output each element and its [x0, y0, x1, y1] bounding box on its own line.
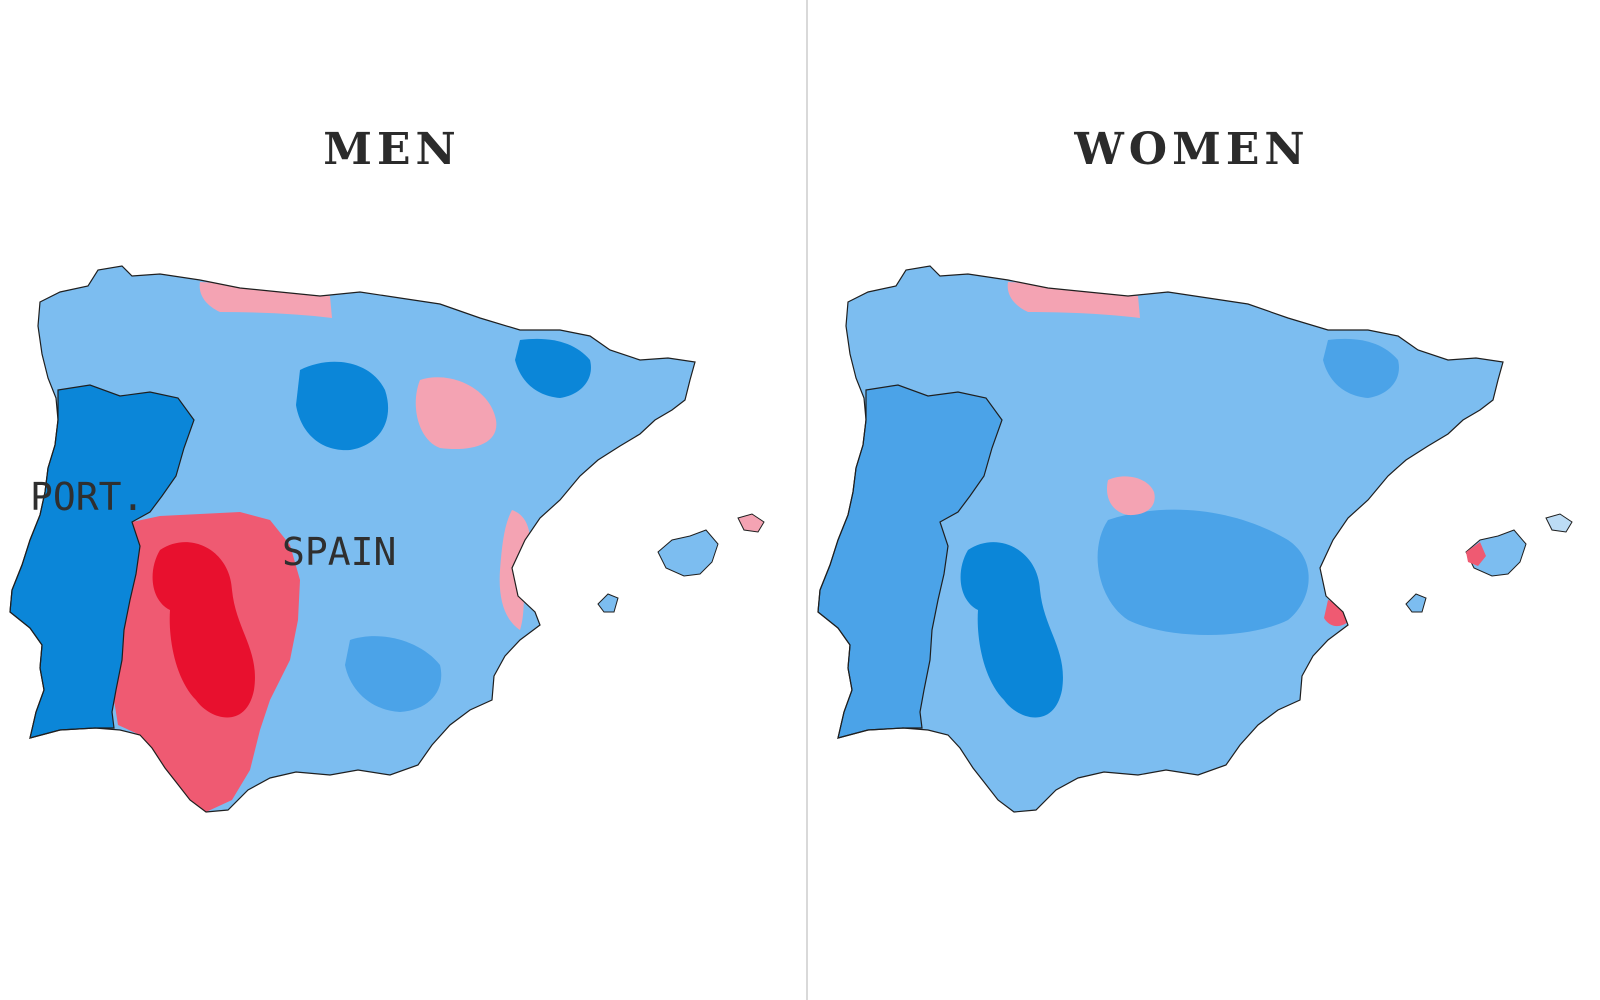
men-menorca-island: [737, 513, 765, 533]
men-mallorca-island: [657, 529, 719, 577]
women-mallorca-west-region: [1466, 542, 1486, 566]
men-label-portugal: PORT.: [30, 475, 144, 519]
women-region-north-coast: [1007, 282, 1140, 318]
women-coastline-outline: [817, 265, 1504, 813]
men-region-south-core: [152, 542, 255, 718]
women-menorca-island: [1545, 513, 1573, 533]
men-region-south-east: [345, 636, 442, 712]
men-choropleth-map: PORT. SPAIN: [9, 265, 765, 813]
women-region-center-band: [1097, 509, 1309, 635]
women-choropleth-map: [817, 265, 1573, 813]
men-region-north-east-patch: [415, 377, 497, 450]
men-mainland-map: [9, 265, 696, 813]
men-map-panel: MEN PORT. SPAIN: [9, 124, 765, 813]
women-region-madrid-patch: [1106, 476, 1155, 516]
women-region-south-core: [960, 542, 1063, 718]
women-ibiza-island: [1405, 593, 1427, 613]
men-region-north-coast: [199, 282, 332, 318]
women-region-east-tip: [1324, 600, 1348, 627]
women-region-north-east-dark: [1323, 338, 1399, 398]
women-panel-title: WOMEN: [1074, 124, 1310, 175]
men-region-center-dark: [296, 361, 389, 451]
men-ibiza-island: [597, 593, 619, 613]
panel-divider: [806, 0, 808, 1000]
men-label-spain: SPAIN: [282, 530, 396, 574]
women-map-panel: WOMEN: [808, 0, 1600, 1000]
men-panel-title: MEN: [323, 124, 461, 175]
men-coastline-outline: [9, 265, 696, 813]
women-mainland-map: [817, 265, 1504, 813]
men-region-north-east-dark: [515, 338, 591, 398]
women-mallorca-island: [1465, 529, 1527, 577]
